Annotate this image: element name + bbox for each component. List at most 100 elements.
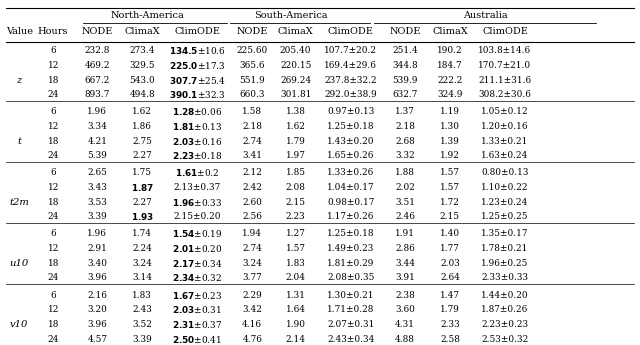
- Text: 308.2±30.6: 308.2±30.6: [479, 90, 531, 99]
- Text: South-America: South-America: [255, 11, 328, 20]
- Text: 205.40: 205.40: [280, 46, 312, 55]
- Text: 1.37: 1.37: [395, 107, 415, 116]
- Text: 1.58: 1.58: [242, 107, 262, 116]
- Text: 2.43±0.34: 2.43±0.34: [327, 335, 374, 344]
- Text: 2.23: 2.23: [286, 213, 305, 221]
- Text: z: z: [17, 76, 22, 85]
- Text: 2.04: 2.04: [285, 274, 306, 283]
- Text: 1.57: 1.57: [285, 244, 306, 253]
- Text: 543.0: 543.0: [129, 76, 155, 85]
- Text: 2.18: 2.18: [242, 122, 262, 131]
- Text: 3.91: 3.91: [395, 274, 415, 283]
- Text: $\mathbf{2.31}$±0.37: $\mathbf{2.31}$±0.37: [172, 319, 222, 330]
- Text: 1.27: 1.27: [285, 229, 306, 238]
- Text: 1.79: 1.79: [440, 305, 460, 314]
- Text: $\mathbf{1.93}$: $\mathbf{1.93}$: [131, 211, 154, 223]
- Text: 103.8±14.6: 103.8±14.6: [478, 46, 532, 55]
- Text: $\mathbf{134.5}$±10.6: $\mathbf{134.5}$±10.6: [169, 45, 225, 56]
- Text: 301.81: 301.81: [280, 90, 312, 99]
- Text: 1.74: 1.74: [132, 229, 152, 238]
- Text: 12: 12: [47, 305, 59, 314]
- Text: 1.62: 1.62: [285, 122, 306, 131]
- Text: 3.42: 3.42: [242, 305, 262, 314]
- Text: 2.38: 2.38: [396, 290, 415, 299]
- Text: v10: v10: [10, 320, 28, 329]
- Text: 1.04±0.17: 1.04±0.17: [327, 183, 374, 192]
- Text: 3.39: 3.39: [132, 335, 152, 344]
- Text: 0.98±0.17: 0.98±0.17: [327, 198, 374, 207]
- Text: 2.86: 2.86: [396, 244, 415, 253]
- Text: 1.40: 1.40: [440, 229, 460, 238]
- Text: 2.13±0.37: 2.13±0.37: [173, 183, 221, 192]
- Text: 1.91: 1.91: [395, 229, 415, 238]
- Text: 107.7±20.2: 107.7±20.2: [324, 46, 377, 55]
- Text: 0.80±0.13: 0.80±0.13: [481, 168, 529, 177]
- Text: 3.41: 3.41: [242, 151, 262, 160]
- Text: 469.2: 469.2: [84, 61, 110, 70]
- Text: 3.44: 3.44: [395, 259, 415, 268]
- Text: $\mathbf{225.0}$±17.3: $\mathbf{225.0}$±17.3: [169, 60, 225, 71]
- Text: 2.03: 2.03: [440, 259, 460, 268]
- Text: 2.60: 2.60: [242, 198, 262, 207]
- Text: 1.57: 1.57: [440, 183, 460, 192]
- Text: 1.65±0.26: 1.65±0.26: [327, 151, 374, 160]
- Text: 2.46: 2.46: [395, 213, 415, 221]
- Text: $\mathbf{1.96}$±0.33: $\mathbf{1.96}$±0.33: [172, 197, 222, 208]
- Text: 365.6: 365.6: [239, 61, 265, 70]
- Text: 269.24: 269.24: [280, 76, 311, 85]
- Text: 190.2: 190.2: [437, 46, 463, 55]
- Text: 1.33±0.26: 1.33±0.26: [327, 168, 374, 177]
- Text: 3.96: 3.96: [88, 320, 107, 329]
- Text: $\mathbf{1.54}$±0.19: $\mathbf{1.54}$±0.19: [172, 228, 222, 239]
- Text: Hours: Hours: [38, 27, 68, 36]
- Text: 1.57: 1.57: [440, 168, 460, 177]
- Text: $\mathbf{2.01}$±0.20: $\mathbf{2.01}$±0.20: [172, 243, 222, 254]
- Text: 2.74: 2.74: [242, 244, 262, 253]
- Text: 3.51: 3.51: [395, 198, 415, 207]
- Text: 2.16: 2.16: [87, 290, 108, 299]
- Text: 494.8: 494.8: [129, 90, 155, 99]
- Text: 1.71±0.28: 1.71±0.28: [327, 305, 374, 314]
- Text: 222.2: 222.2: [437, 76, 463, 85]
- Text: 2.42: 2.42: [242, 183, 262, 192]
- Text: 220.15: 220.15: [280, 61, 312, 70]
- Text: 1.25±0.18: 1.25±0.18: [327, 229, 374, 238]
- Text: 329.5: 329.5: [129, 61, 155, 70]
- Text: 2.12: 2.12: [242, 168, 262, 177]
- Text: 1.92: 1.92: [440, 151, 460, 160]
- Text: 1.63±0.24: 1.63±0.24: [481, 151, 529, 160]
- Text: $\mathbf{2.03}$±0.16: $\mathbf{2.03}$±0.16: [172, 136, 223, 147]
- Text: ClimaX: ClimaX: [124, 27, 160, 36]
- Text: 660.3: 660.3: [239, 90, 265, 99]
- Text: 18: 18: [47, 259, 59, 268]
- Text: 2.91: 2.91: [87, 244, 108, 253]
- Text: 2.24: 2.24: [132, 244, 152, 253]
- Text: $\mathbf{1.87}$: $\mathbf{1.87}$: [131, 182, 154, 193]
- Text: 4.21: 4.21: [87, 137, 108, 146]
- Text: 2.15: 2.15: [285, 198, 306, 207]
- Text: Value: Value: [6, 27, 33, 36]
- Text: 1.05±0.12: 1.05±0.12: [481, 107, 529, 116]
- Text: 1.79: 1.79: [285, 137, 306, 146]
- Text: 2.53±0.32: 2.53±0.32: [481, 335, 529, 344]
- Text: 1.88: 1.88: [395, 168, 415, 177]
- Text: 632.7: 632.7: [392, 90, 418, 99]
- Text: 6: 6: [51, 168, 56, 177]
- Text: 3.40: 3.40: [87, 259, 108, 268]
- Text: Australia: Australia: [463, 11, 508, 20]
- Text: 2.74: 2.74: [242, 137, 262, 146]
- Text: 1.31: 1.31: [285, 290, 306, 299]
- Text: 225.60: 225.60: [237, 46, 268, 55]
- Text: u10: u10: [10, 259, 29, 268]
- Text: 1.83: 1.83: [285, 259, 306, 268]
- Text: 2.27: 2.27: [132, 198, 152, 207]
- Text: 1.77: 1.77: [440, 244, 460, 253]
- Text: 3.43: 3.43: [87, 183, 108, 192]
- Text: 2.02: 2.02: [395, 183, 415, 192]
- Text: 539.9: 539.9: [392, 76, 418, 85]
- Text: 12: 12: [47, 244, 59, 253]
- Text: 169.4±29.6: 169.4±29.6: [324, 61, 377, 70]
- Text: 1.38: 1.38: [285, 107, 306, 116]
- Text: NODE: NODE: [81, 27, 113, 36]
- Text: 324.9: 324.9: [437, 90, 463, 99]
